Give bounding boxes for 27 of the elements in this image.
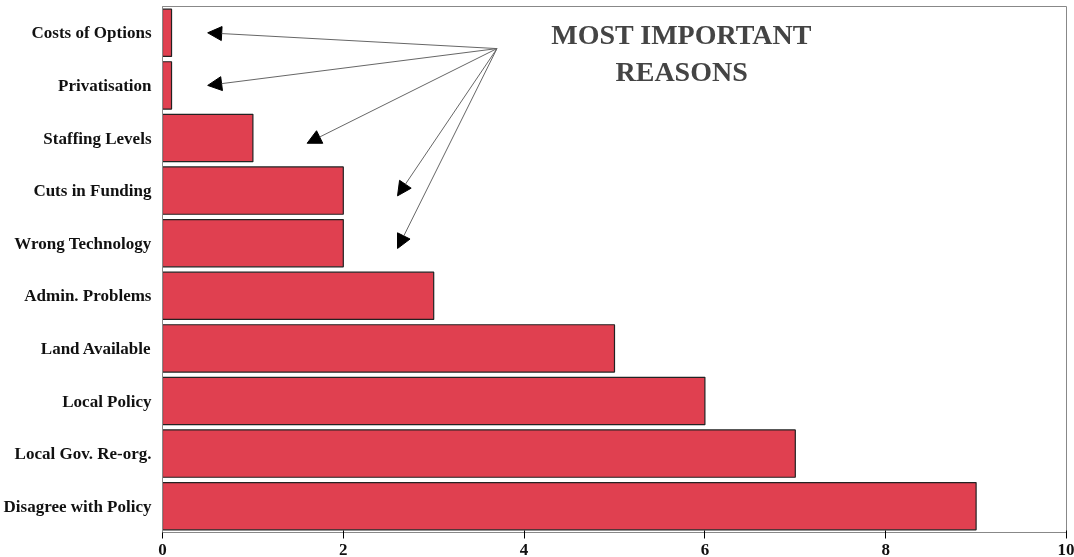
y-tick-label: Cuts in Funding [33, 181, 152, 201]
x-tick-label: 2 [339, 539, 348, 557]
bar [162, 481, 977, 531]
x-tick-label: 8 [881, 539, 890, 557]
y-tick-label: Disagree with Policy [3, 496, 152, 516]
y-tick-label: Land Available [40, 338, 152, 358]
bar [162, 8, 173, 58]
x-tick-label: 10 [1057, 539, 1074, 557]
bar [162, 429, 796, 478]
bar [162, 113, 254, 163]
x-tick-label: 0 [158, 539, 167, 557]
bar [162, 376, 706, 426]
x-tick-label: 6 [700, 539, 710, 557]
bar [162, 218, 344, 268]
bar [162, 271, 435, 321]
y-tick-label: Privatisation [58, 75, 153, 95]
y-tick-label: Local Policy [62, 391, 152, 411]
y-tick-label: Staffing Levels [43, 128, 152, 148]
bar [162, 61, 173, 110]
y-tick-label: Costs of Options [31, 23, 152, 43]
y-tick-label: Wrong Technology [14, 233, 152, 253]
bar [162, 324, 616, 373]
y-tick-label: Local Gov. Re-org. [14, 444, 152, 464]
annotation: MOST IMPORTANT REASONS [551, 18, 812, 87]
x-tick-label: 4 [519, 539, 529, 557]
bar [162, 166, 344, 215]
y-tick-label: Admin. Problems [24, 286, 152, 306]
